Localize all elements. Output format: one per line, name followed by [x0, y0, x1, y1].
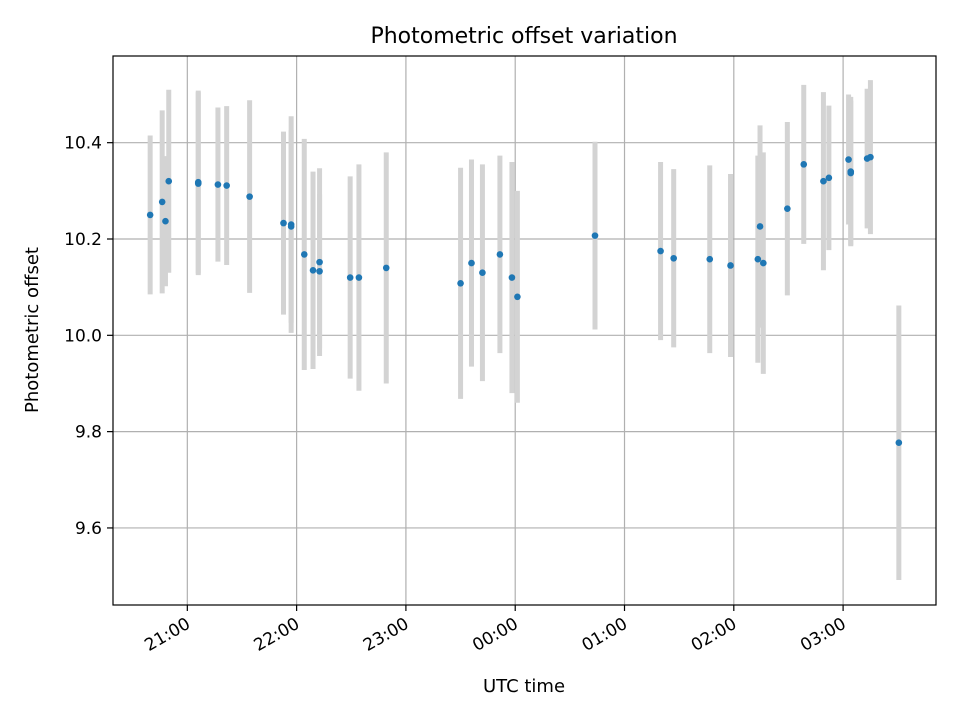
data-point [246, 193, 253, 200]
data-point [457, 280, 464, 287]
data-point [800, 161, 808, 168]
data-point [825, 174, 833, 182]
grid [113, 56, 936, 605]
data-point [591, 232, 599, 239]
plot-frame [112, 55, 937, 606]
y-tick-label: 10.0 [64, 326, 102, 346]
data-point [346, 274, 354, 281]
x-axis-label: UTC time [483, 676, 565, 697]
data-point [194, 180, 202, 187]
y-axis-ticks: 9.6 9.8 10.0 10.2 10.4 [64, 134, 113, 539]
data-point [727, 262, 734, 269]
data-point [820, 177, 827, 185]
data-point [214, 181, 222, 188]
data-point [287, 223, 295, 230]
y-tick-label: 10.4 [64, 134, 102, 154]
data-point [146, 211, 154, 219]
y-tick-label: 10.2 [64, 230, 102, 250]
data-point [316, 258, 323, 266]
data-point [479, 269, 486, 277]
data-point [355, 274, 363, 281]
data-point [508, 274, 516, 281]
data-point [223, 182, 230, 189]
data-point [309, 267, 317, 274]
data-point [514, 293, 521, 301]
data-point [760, 259, 767, 267]
data-point [158, 198, 166, 206]
data-point [756, 223, 764, 230]
data-point [670, 254, 677, 262]
y-axis-label: Photometric offset [22, 247, 43, 413]
data-point [845, 156, 852, 163]
data-point [847, 168, 855, 175]
y-tick-label: 9.6 [75, 519, 102, 539]
data-point [657, 247, 664, 255]
data-point [162, 217, 169, 225]
chart-title: Photometric offset variation [370, 24, 677, 49]
data-point [784, 205, 791, 212]
data-point [382, 264, 390, 272]
data-point [496, 251, 504, 258]
data-point [754, 255, 762, 263]
data-point [316, 267, 323, 275]
data-point [280, 219, 287, 227]
data-point [895, 439, 903, 447]
data-point [867, 153, 874, 161]
data-point [706, 255, 714, 263]
data-points [146, 153, 903, 447]
data-point [165, 177, 173, 185]
data-point [468, 259, 475, 267]
data-point [300, 251, 308, 258]
y-tick-label: 9.8 [75, 423, 102, 443]
